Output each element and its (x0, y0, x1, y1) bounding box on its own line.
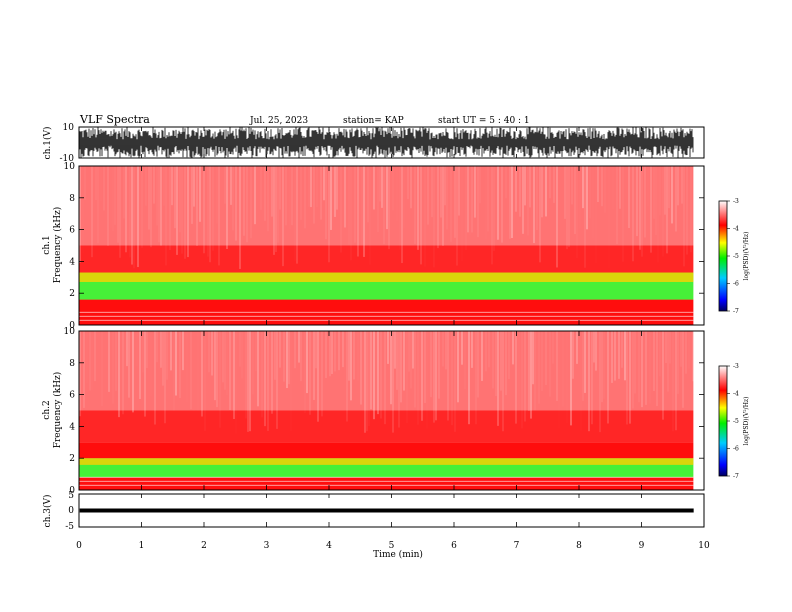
colorbar-tick-label: -5 (733, 253, 739, 260)
ch2-spectrogram-ytick-label: 6 (69, 391, 75, 401)
ch1-spectrogram-yticks: 0 2 4 6 8 10 (64, 162, 704, 331)
date-label: Jul. 25, 2023 (249, 116, 308, 126)
ch2-spectrogram-band (79, 331, 694, 411)
ch2-spectrogram-band (79, 442, 694, 459)
colorbar-tick-label: -6 (733, 281, 739, 288)
ch2-spectrogram-ytick-label: 10 (64, 327, 76, 337)
ch2-spectrogram-ylabel: Frequency (kHz) (52, 372, 63, 449)
ch2-spectrogram-band (79, 477, 694, 490)
ch2-colorbar-ticks: -3 -4 -5 -6 -7 (727, 363, 739, 480)
time-axis-label: Time (min) (373, 549, 423, 560)
figure-title: VLF Spectra (79, 113, 150, 126)
colorbar-tick-label: -4 (733, 226, 739, 233)
time-tick-label: 5 (389, 541, 395, 551)
time-tick-label: 6 (451, 541, 457, 551)
ch2-colorbar-scale (718, 365, 728, 477)
ch1-ytick-top: 10 (63, 123, 75, 133)
ch1-colorbar-label: log(PSD)(V²/Hz) (743, 232, 750, 281)
ch1-spectrogram-ytick-label: 4 (69, 257, 75, 267)
ch2-colorbar: -3 -4 -5 -6 -7 log(PSD)(V²/Hz) (718, 363, 750, 480)
ch1-spectrogram-band (79, 166, 694, 246)
start-time-label: start UT = 5 : 40 : 1 (438, 116, 530, 126)
ch3-ytick-mid: 0 (68, 506, 74, 516)
ch3-ytick-top: 5 (68, 491, 74, 501)
ch2-spectrogram-ytick-label: 8 (69, 359, 75, 369)
ch1-spectrogram-ytick-label: 6 (69, 226, 75, 236)
ch1-ytick-bottom: -10 (60, 154, 75, 164)
ch1-spectrogram-channel-label: ch.1 (42, 235, 52, 254)
ch3-waveform-ylabel: ch.3(V) (42, 495, 53, 528)
ch3-waveform-line (79, 508, 694, 513)
ch1-colorbar: -3 -4 -5 -6 -7 log(PSD)(V²/Hz) (718, 198, 750, 315)
time-tick-label: 4 (326, 541, 332, 551)
colorbar-tick-label: -7 (733, 308, 739, 315)
time-tick-label: 2 (201, 541, 207, 551)
ch1-spectrogram-ytick-label: 0 (69, 321, 75, 331)
ch2-spectrogram-band-fringe (79, 458, 694, 465)
ch2-spectrogram-ytick-label: 2 (69, 454, 75, 464)
time-tick-label: 10 (698, 541, 710, 551)
ch2-colorbar-label: log(PSD)(V²/Hz) (743, 397, 750, 446)
colorbar-tick-label: -3 (733, 363, 739, 370)
ch2-spectrogram-channel-label: ch.2 (42, 400, 52, 419)
colorbar-tick-label: -5 (733, 418, 739, 425)
ch1-colorbar-scale (718, 200, 728, 312)
ch1-spectrogram-ytick-label: 10 (64, 162, 76, 172)
ch3-ytick-bottom: -5 (65, 522, 74, 532)
time-tick-label: 9 (639, 541, 645, 551)
time-tick-label: 0 (76, 541, 82, 551)
time-tick-label: 1 (139, 541, 145, 551)
ch1-waveform-ylabel: ch.1(V) (42, 127, 53, 160)
time-axis: 0 1 2 3 4 5 6 7 8 9 10 (76, 127, 710, 551)
ch1-spectrogram-ylabel: Frequency (kHz) (52, 207, 63, 284)
time-tick-label: 7 (514, 541, 520, 551)
ch2-spectrogram-image (79, 331, 694, 490)
time-tick-label: 8 (576, 541, 582, 551)
colorbar-tick-label: -3 (733, 198, 739, 205)
ch1-spectrogram-band-fringe (79, 272, 694, 282)
ch1-spectrogram-ytick-label: 8 (69, 194, 75, 204)
colorbar-tick-label: -7 (733, 473, 739, 480)
ch1-spectrogram-ytick-label: 2 (69, 289, 75, 299)
ch1-colorbar-ticks: -3 -4 -5 -6 -7 (727, 198, 739, 315)
ch2-spectrogram-band (79, 410, 694, 443)
ch1-spectrogram-image (79, 166, 694, 325)
ch2-spectrogram-panel: 0 2 4 6 8 10 ch.2 Frequency (kHz) (42, 327, 705, 496)
ch2-spectrogram-ytick-label: 0 (69, 486, 75, 496)
colorbar-tick-label: -4 (733, 391, 739, 398)
ch2-spectrogram-yticks: 0 2 4 6 8 10 (64, 327, 704, 496)
ch1-waveform-line (79, 127, 694, 158)
ch1-spectrogram-panel: 0 2 4 6 8 10 ch.1 Frequency (kHz) (42, 162, 705, 331)
ch2-spectrogram-ytick-label: 4 (69, 422, 75, 432)
time-tick-label: 3 (264, 541, 270, 551)
station-label: station= KAP (343, 116, 404, 126)
ch1-spectrogram-band (79, 245, 694, 273)
colorbar-tick-label: -6 (733, 446, 739, 453)
